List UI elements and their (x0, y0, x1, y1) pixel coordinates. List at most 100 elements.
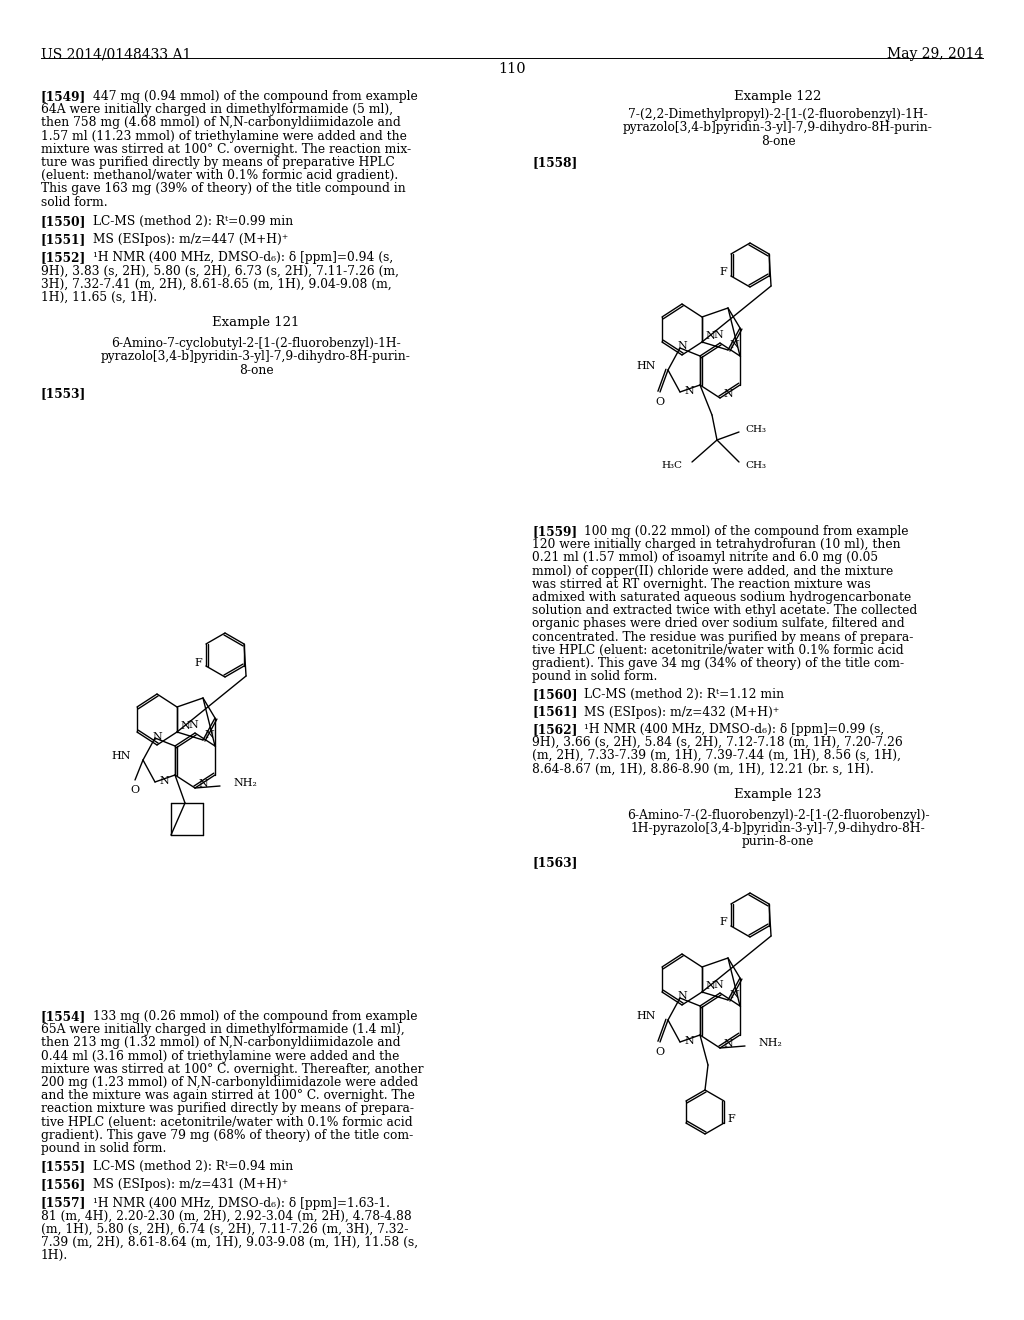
Text: 1.57 ml (11.23 mmol) of triethylamine were added and the: 1.57 ml (11.23 mmol) of triethylamine we… (41, 129, 407, 143)
Text: was stirred at RT overnight. The reaction mixture was: was stirred at RT overnight. The reactio… (532, 578, 870, 591)
Text: Example 122: Example 122 (734, 90, 821, 103)
Text: 1H).: 1H). (41, 1250, 69, 1262)
Text: N: N (723, 1039, 733, 1049)
Text: 9H), 3.83 (s, 2H), 5.80 (s, 2H), 6.73 (s, 2H), 7.11-7.26 (m,: 9H), 3.83 (s, 2H), 5.80 (s, 2H), 6.73 (s… (41, 264, 399, 277)
Text: ¹H NMR (400 MHz, DMSO-d₆): δ [ppm]=0.99 (s,: ¹H NMR (400 MHz, DMSO-d₆): δ [ppm]=0.99 … (584, 723, 885, 735)
Text: ¹H NMR (400 MHz, DMSO-d₆): δ [ppm]=0.94 (s,: ¹H NMR (400 MHz, DMSO-d₆): δ [ppm]=0.94 … (93, 251, 393, 264)
Text: [1556]: [1556] (41, 1179, 86, 1192)
Text: Example 123: Example 123 (734, 788, 821, 801)
Text: N: N (684, 1036, 694, 1045)
Text: 447 mg (0.94 mmol) of the compound from example: 447 mg (0.94 mmol) of the compound from … (93, 90, 418, 103)
Text: LC-MS (method 2): Rᵗ=0.99 min: LC-MS (method 2): Rᵗ=0.99 min (93, 215, 293, 228)
Text: [1549]: [1549] (41, 90, 86, 103)
Text: then 213 mg (1.32 mmol) of N,N-carbonyldiimidazole and: then 213 mg (1.32 mmol) of N,N-carbonyld… (41, 1036, 400, 1049)
Text: N: N (713, 979, 723, 990)
Text: N: N (713, 330, 723, 341)
Text: admixed with saturated aqueous sodium hydrogencarbonate: admixed with saturated aqueous sodium hy… (532, 591, 911, 605)
Text: [1555]: [1555] (41, 1160, 86, 1173)
Text: 64A were initially charged in dimethylformamide (5 ml),: 64A were initially charged in dimethylfo… (41, 103, 393, 116)
Text: Example 121: Example 121 (212, 315, 300, 329)
Text: N: N (677, 341, 687, 351)
Text: 9H), 3.66 (s, 2H), 5.84 (s, 2H), 7.12-7.18 (m, 1H), 7.20-7.26: 9H), 3.66 (s, 2H), 5.84 (s, 2H), 7.12-7.… (532, 737, 903, 748)
Text: reaction mixture was purified directly by means of prepara-: reaction mixture was purified directly b… (41, 1102, 414, 1115)
Text: [1562]: [1562] (532, 723, 578, 735)
Text: mixture was stirred at 100° C. overnight. The reaction mix-: mixture was stirred at 100° C. overnight… (41, 143, 411, 156)
Text: then 758 mg (4.68 mmol) of N,N-carbonyldiimidazole and: then 758 mg (4.68 mmol) of N,N-carbonyld… (41, 116, 400, 129)
Text: N: N (729, 341, 739, 350)
Text: N: N (684, 385, 694, 396)
Text: purin-8-one: purin-8-one (741, 836, 814, 849)
Text: NH₂: NH₂ (758, 1038, 782, 1048)
Text: 7-(2,2-Dimethylpropyl)-2-[1-(2-fluorobenzyl)-1H-: 7-(2,2-Dimethylpropyl)-2-[1-(2-fluoroben… (628, 108, 928, 121)
Text: This gave 163 mg (39% of theory) of the title compound in: This gave 163 mg (39% of theory) of the … (41, 182, 406, 195)
Text: N: N (204, 730, 214, 741)
Text: N: N (729, 990, 739, 1001)
Text: O: O (130, 785, 139, 795)
Text: MS (ESIpos): m/z=447 (M+H)⁺: MS (ESIpos): m/z=447 (M+H)⁺ (93, 234, 288, 246)
Text: 7.39 (m, 2H), 8.61-8.64 (m, 1H), 9.03-9.08 (m, 1H), 11.58 (s,: 7.39 (m, 2H), 8.61-8.64 (m, 1H), 9.03-9.… (41, 1237, 418, 1249)
Text: [1559]: [1559] (532, 525, 578, 539)
Text: (m, 2H), 7.33-7.39 (m, 1H), 7.39-7.44 (m, 1H), 8.56 (s, 1H),: (m, 2H), 7.33-7.39 (m, 1H), 7.39-7.44 (m… (532, 750, 901, 762)
Text: CH₃: CH₃ (745, 425, 766, 434)
Text: (eluent: methanol/water with 0.1% formic acid gradient).: (eluent: methanol/water with 0.1% formic… (41, 169, 398, 182)
Text: pyrazolo[3,4-b]pyridin-3-yl]-7,9-dihydro-8H-purin-: pyrazolo[3,4-b]pyridin-3-yl]-7,9-dihydro… (623, 121, 933, 135)
Text: 200 mg (1.23 mmol) of N,N-carbonyldiimidazole were added: 200 mg (1.23 mmol) of N,N-carbonyldiimid… (41, 1076, 418, 1089)
Text: F: F (195, 657, 203, 668)
Text: 110: 110 (499, 62, 525, 77)
Text: CH₃: CH₃ (745, 461, 766, 470)
Text: 8-one: 8-one (761, 135, 796, 148)
Text: HN: HN (112, 751, 131, 762)
Text: N: N (706, 331, 715, 341)
Text: [1550]: [1550] (41, 215, 86, 228)
Text: pound in solid form.: pound in solid form. (532, 671, 657, 684)
Text: pyrazolo[3,4-b]pyridin-3-yl]-7,9-dihydro-8H-purin-: pyrazolo[3,4-b]pyridin-3-yl]-7,9-dihydro… (101, 350, 411, 363)
Text: N: N (723, 389, 733, 399)
Text: pound in solid form.: pound in solid form. (41, 1142, 166, 1155)
Text: 8.64-8.67 (m, 1H), 8.86-8.90 (m, 1H), 12.21 (br. s, 1H).: 8.64-8.67 (m, 1H), 8.86-8.90 (m, 1H), 12… (532, 763, 873, 775)
Text: F: F (727, 1114, 735, 1125)
Text: tive HPLC (eluent: acetonitrile/water with 0.1% formic acid: tive HPLC (eluent: acetonitrile/water wi… (41, 1115, 413, 1129)
Text: N: N (198, 779, 208, 789)
Text: [1560]: [1560] (532, 689, 578, 701)
Text: ¹H NMR (400 MHz, DMSO-d₆): δ [ppm]=1.63-1.: ¹H NMR (400 MHz, DMSO-d₆): δ [ppm]=1.63-… (93, 1197, 390, 1209)
Text: ture was purified directly by means of preparative HPLC: ture was purified directly by means of p… (41, 156, 394, 169)
Text: organic phases were dried over sodium sulfate, filtered and: organic phases were dried over sodium su… (532, 618, 904, 631)
Text: [1553]: [1553] (41, 387, 86, 400)
Text: 0.44 ml (3.16 mmol) of triethylamine were added and the: 0.44 ml (3.16 mmol) of triethylamine wer… (41, 1049, 399, 1063)
Text: 133 mg (0.26 mmol) of the compound from example: 133 mg (0.26 mmol) of the compound from … (93, 1010, 418, 1023)
Text: (m, 1H), 5.80 (s, 2H), 6.74 (s, 2H), 7.11-7.26 (m, 3H), 7.32-: (m, 1H), 5.80 (s, 2H), 6.74 (s, 2H), 7.1… (41, 1224, 409, 1236)
Text: 1H), 11.65 (s, 1H).: 1H), 11.65 (s, 1H). (41, 290, 157, 304)
Text: 6-Amino-7-(2-fluorobenzyl)-2-[1-(2-fluorobenzyl)-: 6-Amino-7-(2-fluorobenzyl)-2-[1-(2-fluor… (627, 809, 930, 822)
Text: 1H-pyrazolo[3,4-b]pyridin-3-yl]-7,9-dihydro-8H-: 1H-pyrazolo[3,4-b]pyridin-3-yl]-7,9-dihy… (631, 822, 926, 836)
Text: mmol) of copper(II) chloride were added, and the mixture: mmol) of copper(II) chloride were added,… (532, 565, 893, 578)
Text: N: N (180, 721, 189, 731)
Text: F: F (720, 267, 728, 277)
Text: N: N (153, 733, 162, 742)
Text: MS (ESIpos): m/z=432 (M+H)⁺: MS (ESIpos): m/z=432 (M+H)⁺ (584, 706, 779, 718)
Text: 120 were initially charged in tetrahydrofuran (10 ml), then: 120 were initially charged in tetrahydro… (532, 539, 901, 552)
Text: US 2014/0148433 A1: US 2014/0148433 A1 (41, 48, 191, 61)
Text: 65A were initially charged in dimethylformamide (1.4 ml),: 65A were initially charged in dimethylfo… (41, 1023, 404, 1036)
Text: [1552]: [1552] (41, 251, 86, 264)
Text: 0.21 ml (1.57 mmol) of isoamyl nitrite and 6.0 mg (0.05: 0.21 ml (1.57 mmol) of isoamyl nitrite a… (532, 552, 879, 565)
Text: F: F (720, 917, 728, 927)
Text: 3H), 7.32-7.41 (m, 2H), 8.61-8.65 (m, 1H), 9.04-9.08 (m,: 3H), 7.32-7.41 (m, 2H), 8.61-8.65 (m, 1H… (41, 277, 392, 290)
Text: 81 (m, 4H), 2.20-2.30 (m, 2H), 2.92-3.04 (m, 2H), 4.78-4.88: 81 (m, 4H), 2.20-2.30 (m, 2H), 2.92-3.04… (41, 1210, 412, 1222)
Text: gradient). This gave 79 mg (68% of theory) of the title com-: gradient). This gave 79 mg (68% of theor… (41, 1129, 414, 1142)
Text: [1563]: [1563] (532, 857, 578, 870)
Text: solid form.: solid form. (41, 195, 108, 209)
Text: [1554]: [1554] (41, 1010, 86, 1023)
Text: concentrated. The residue was purified by means of prepara-: concentrated. The residue was purified b… (532, 631, 913, 644)
Text: N: N (706, 981, 715, 991)
Text: MS (ESIpos): m/z=431 (M+H)⁺: MS (ESIpos): m/z=431 (M+H)⁺ (93, 1179, 288, 1192)
Text: LC-MS (method 2): Rᵗ=1.12 min: LC-MS (method 2): Rᵗ=1.12 min (584, 689, 784, 701)
Text: tive HPLC (eluent: acetonitrile/water with 0.1% formic acid: tive HPLC (eluent: acetonitrile/water wi… (532, 644, 903, 657)
Text: [1557]: [1557] (41, 1197, 86, 1209)
Text: O: O (655, 397, 665, 407)
Text: 8-one: 8-one (239, 363, 273, 376)
Text: solution and extracted twice with ethyl acetate. The collected: solution and extracted twice with ethyl … (532, 605, 918, 618)
Text: [1551]: [1551] (41, 234, 86, 246)
Text: [1561]: [1561] (532, 706, 578, 718)
Text: O: O (655, 1047, 665, 1057)
Text: H₃C: H₃C (662, 461, 682, 470)
